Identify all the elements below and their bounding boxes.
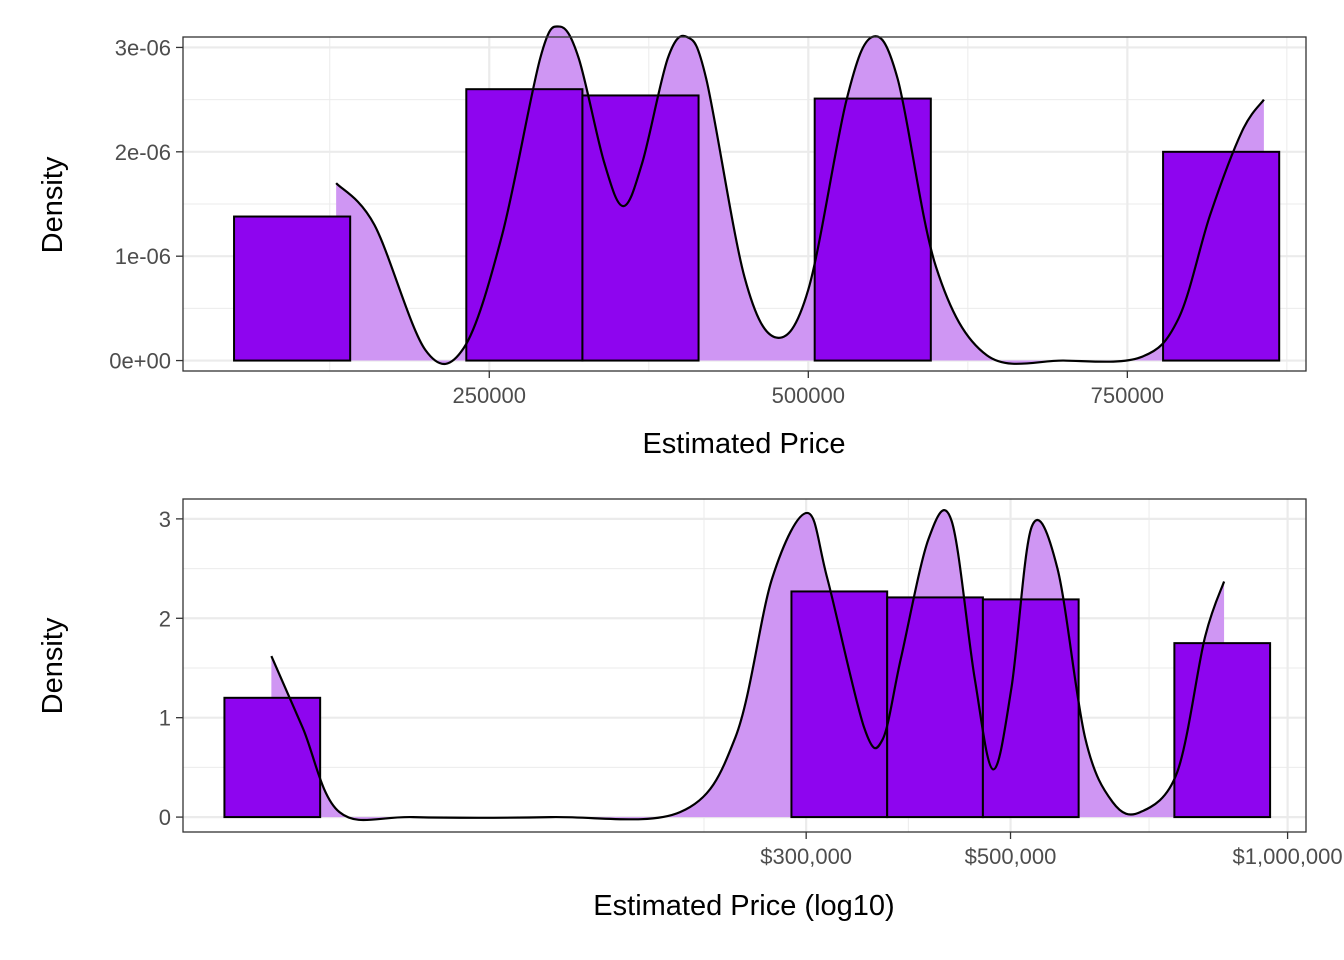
y-axis: 0e+00 1e-06 2e-06 3e-06 [109,35,183,374]
density-curve [270,509,1226,822]
x-tick-label: 250000 [453,383,526,408]
y-axis-title: Density [37,156,69,253]
panel-border [182,36,1307,372]
density-line [270,509,1226,822]
histogram-bar [813,97,932,362]
y-tick-label: 0e+00 [109,349,171,374]
x-axis-title: Estimated Price [642,428,845,460]
chart-panel-price: 250000 500000 750000 0e+001e-062e-063e-06 … [37,25,1307,460]
histogram-bar [581,94,700,362]
y-tick-label: 1 [159,706,171,731]
x-tick-label: 750000 [1091,383,1164,408]
y-tick-label: 3 [159,507,171,532]
x-tick-label: 500000 [772,383,845,408]
x-axis-title: Estimated Price (log10) [593,890,894,922]
x-tick-label: $300,000 [760,844,852,869]
y-tick-label: 2e-06 [115,140,171,165]
histogram-bar [223,696,322,819]
density-curve [335,25,1265,366]
chart-panel-price-log10: $300,000 $500,000 $1,000,000 0 1 2 3 Estimate… [37,498,1343,922]
x-axis: 250000 500000 750000 [453,371,1164,408]
y-tick-label: 0 [159,805,171,830]
y-tick-label: 2 [159,606,171,631]
y-tick-label: 3e-06 [115,35,171,60]
y-tick-label: 1e-06 [115,244,171,269]
histogram-bar [886,596,984,819]
histogram-bar [1173,642,1272,819]
density-line [335,25,1265,366]
histogram-bar [233,215,352,362]
x-axis: $300,000 $500,000 $1,000,000 [760,832,1343,869]
panel-border [182,498,1307,833]
x-tick-label: $1,000,000 [1233,844,1343,869]
y-axis: 0 1 2 3 [159,507,183,830]
x-tick-label: $500,000 [965,844,1057,869]
y-axis-title: Density [37,617,69,714]
histogram-bar [981,598,1080,819]
